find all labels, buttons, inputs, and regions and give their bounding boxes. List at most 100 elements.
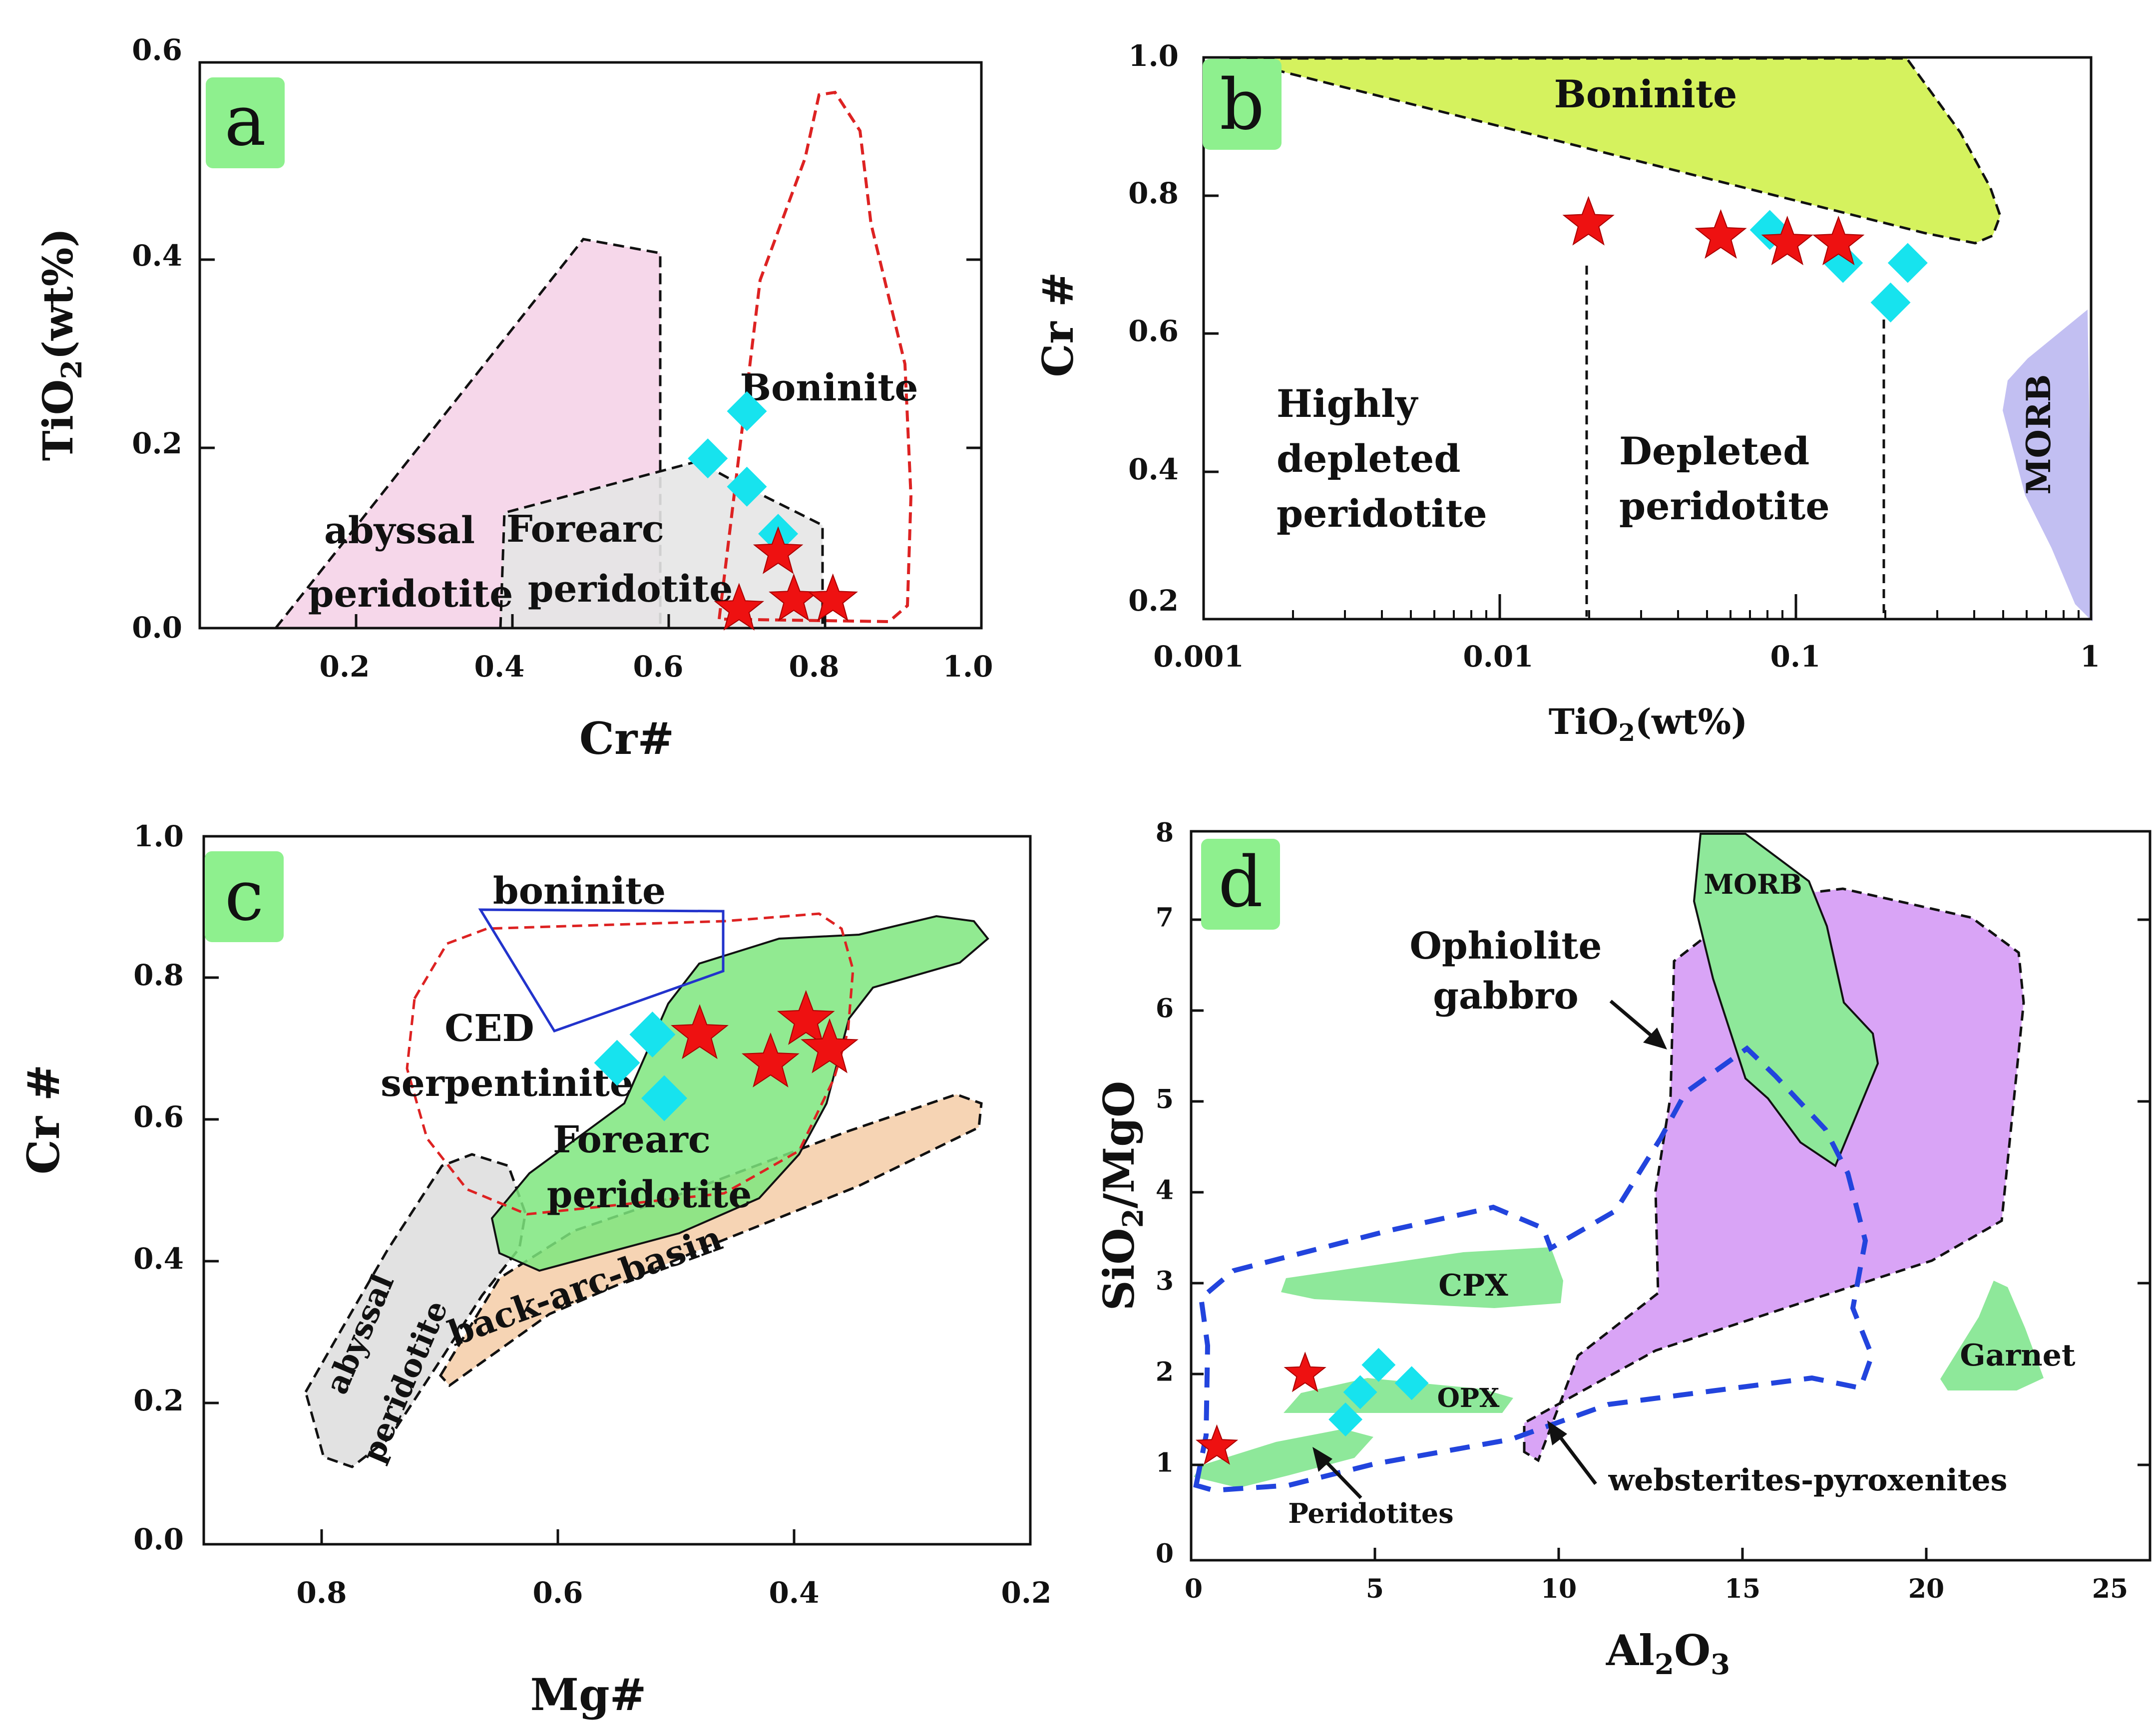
panel-a-x-ticklabels: 0.2 0.4 0.6 0.8 1.0 <box>320 650 993 684</box>
sample-star-point <box>1761 216 1813 266</box>
boninite-region <box>478 908 725 1033</box>
panel-d-frame <box>1190 830 2152 1562</box>
region-label-boninite: Boninite <box>740 366 918 409</box>
region-label-highly-depleted: Highly <box>1277 381 1418 426</box>
sample-star-point <box>1284 1352 1326 1392</box>
tick-label: 0.2 <box>1128 584 1179 618</box>
sample-star-point <box>1812 216 1865 266</box>
tick-label: 0.6 <box>132 33 182 67</box>
panel-c: c 0.0 0.2 0.4 0.6 0.8 1.0 0.8 0.6 0.4 0.… <box>17 819 1051 1721</box>
callout-arrowhead <box>1547 1420 1567 1445</box>
sample-diamond-point <box>727 466 767 507</box>
region-label-abyssal: abyssal <box>324 509 475 552</box>
panel-d-y-axis-title: SiO2/MgO <box>1094 1081 1150 1311</box>
sample-star-point <box>777 990 835 1045</box>
panel-c-y-ticklabels: 0.0 0.2 0.4 0.6 0.8 1.0 <box>133 819 184 1556</box>
panel-a-marks <box>688 391 858 631</box>
sample-star-point <box>753 526 804 574</box>
panel-b-frame <box>1202 56 2093 621</box>
tick-label: 0.4 <box>132 239 182 273</box>
tick-label: 5 <box>1366 1574 1384 1604</box>
region-label-forearc: Forearc <box>506 508 664 551</box>
panel-c-x-ticklabels: 0.8 0.6 0.4 0.2 <box>297 1576 1052 1610</box>
panel-d-x-ticklabels: 0 5 10 15 20 25 <box>1185 1574 2128 1604</box>
tick-label: 2 <box>1156 1357 1174 1387</box>
tick-label: 0.2 <box>320 650 370 684</box>
cpx-region <box>1281 1247 1563 1308</box>
sample-star-point <box>808 573 858 622</box>
region-label-boninite: boninite <box>493 870 666 913</box>
sample-diamond-point <box>641 1075 688 1121</box>
panel-a-regions <box>273 90 913 630</box>
panel-b-ticks <box>1204 194 2080 619</box>
tick-label: 6 <box>1156 994 1174 1024</box>
sample-diamond-point <box>1328 1402 1363 1436</box>
garnet-region <box>1940 1281 2044 1390</box>
panel-a-frame <box>198 61 983 630</box>
sample-diamond-point <box>1361 1348 1396 1382</box>
morb-region <box>1693 833 1879 1168</box>
region-label-ophiolite-gabbro: gabbro <box>1433 975 1579 1018</box>
panel-c-regions <box>304 908 989 1468</box>
panel-a-label-box <box>206 77 285 168</box>
region-label-depleted: Depleted <box>1619 429 1809 473</box>
tick-label: 0.6 <box>533 1576 583 1610</box>
tick-label: 0.01 <box>1463 640 1533 674</box>
sample-star-point <box>714 583 765 631</box>
tick-label: 0 <box>1185 1574 1203 1604</box>
ophiolite-gabbro-region <box>1523 887 2025 1462</box>
sample-star-point <box>671 1004 729 1059</box>
region-label-forearc-peridotite: peridotite <box>547 1173 752 1216</box>
sample-diamond-point <box>594 1039 640 1086</box>
sample-star-point <box>1695 209 1747 259</box>
panel-d-regions <box>1193 833 2044 1493</box>
tick-label: 0.4 <box>769 1576 820 1610</box>
back-arc-basin-region <box>438 1093 983 1387</box>
region-label-boninite: Boninite <box>1554 72 1737 116</box>
panel-d-letter: d <box>1218 842 1263 923</box>
tick-label: 0.001 <box>1153 640 1244 674</box>
callout-arrowhead <box>1643 1028 1667 1049</box>
panel-d-ticks <box>1191 918 2150 1560</box>
boninite-region <box>1229 57 2002 245</box>
tick-label: 0.8 <box>297 1576 347 1610</box>
tick-label: 5 <box>1156 1084 1174 1115</box>
region-label-garnet: Garnet <box>1960 1338 2076 1373</box>
callout-arrowhead <box>1312 1447 1332 1472</box>
tick-label: 0.4 <box>474 650 525 684</box>
tick-label: 0.4 <box>1128 452 1179 486</box>
panel-c-label-box <box>205 851 284 942</box>
region-label-highly-depleted: depleted <box>1277 436 1460 481</box>
tick-label: 0.8 <box>1128 176 1179 210</box>
panel-b-y-axis-title: Cr # <box>1033 272 1083 377</box>
tick-label: 4 <box>1156 1175 1174 1206</box>
panel-d: d 0 1 2 3 4 5 6 7 8 0 5 10 15 20 25 Al2O… <box>1094 818 2152 1681</box>
panel-d-label-box <box>1201 839 1280 930</box>
panel-a-y-ticklabels: 0.0 0.2 0.4 0.6 <box>132 33 182 645</box>
panel-b-letter: b <box>1220 64 1265 146</box>
sample-diamond-point <box>1887 243 1928 283</box>
tick-label: 3 <box>1156 1266 1174 1297</box>
region-label-peridotites: Peridotites <box>1288 1497 1453 1529</box>
tick-label: 0.6 <box>133 1100 184 1134</box>
region-label-ophiolite: Ophiolite <box>1410 925 1602 968</box>
tick-label: 0.0 <box>132 611 182 645</box>
tick-label: 0.4 <box>133 1242 184 1276</box>
panel-b-label-box <box>1203 59 1282 150</box>
tick-label: 1.0 <box>943 650 993 684</box>
abyssal-peridotite-region <box>304 1153 527 1468</box>
panel-d-callouts <box>1312 1000 1667 1499</box>
panel-d-y-ticklabels: 0 1 2 3 4 5 6 7 8 <box>1156 818 1174 1569</box>
region-label-depleted: peridotite <box>1619 484 1830 528</box>
sample-star-point <box>801 1018 859 1073</box>
tick-label: 0.1 <box>1770 640 1821 674</box>
sample-star-point <box>741 1032 800 1088</box>
region-label-ced-serpentinite: serpentinite <box>381 1062 633 1105</box>
sample-diamond-point <box>629 1012 676 1058</box>
tick-label: 10 <box>1541 1574 1577 1604</box>
region-label-cpx: CPX <box>1438 1268 1508 1303</box>
region-label-morb: MORB <box>1704 868 1802 900</box>
tick-label: 0.2 <box>133 1383 184 1417</box>
region-label-ced: CED <box>444 1007 534 1050</box>
